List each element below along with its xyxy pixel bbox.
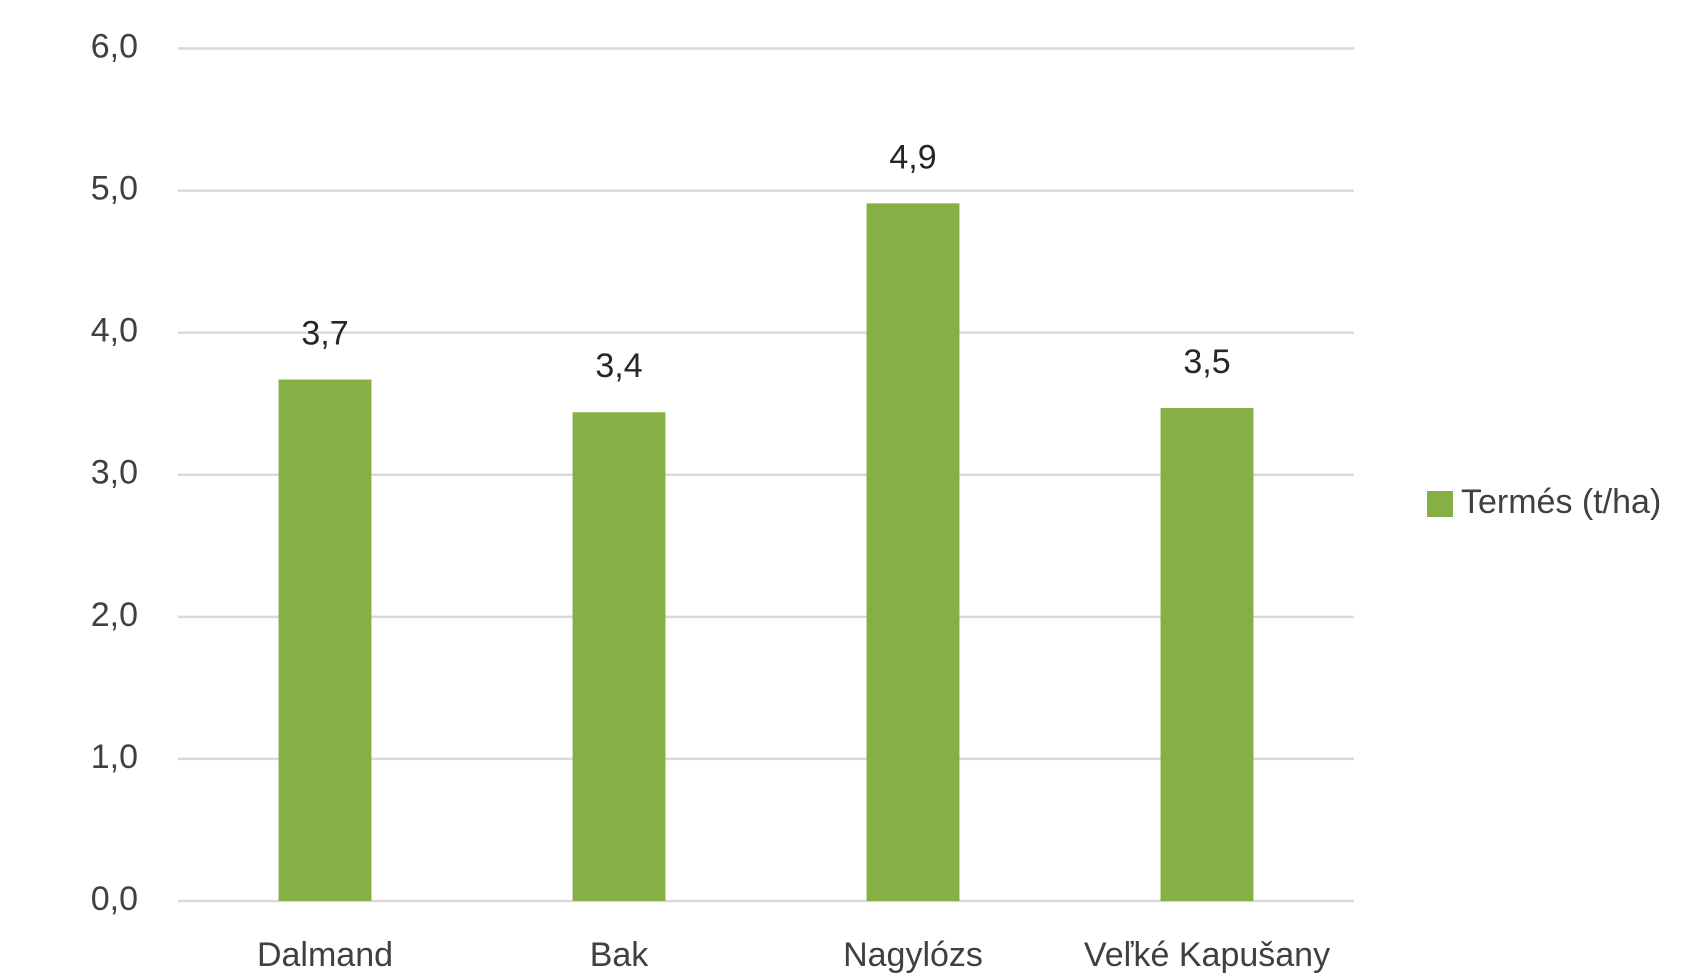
y-tick-label: 5,0: [91, 170, 138, 208]
y-tick-label: 6,0: [91, 27, 138, 65]
y-tick-label: 0,0: [91, 880, 138, 918]
x-tick-label: Bak: [590, 936, 650, 974]
legend-label: Termés (t/ha): [1461, 483, 1661, 521]
data-label: 3,7: [301, 315, 348, 353]
x-tick-label: Dalmand: [257, 936, 393, 974]
data-label: 3,5: [1183, 343, 1230, 381]
y-tick-label: 3,0: [91, 454, 138, 492]
x-tick-label: Nagylózs: [843, 936, 983, 974]
data-label: 4,9: [889, 138, 936, 176]
y-tick-label: 4,0: [91, 312, 138, 350]
data-label: 3,4: [595, 347, 642, 385]
bar: [278, 379, 372, 901]
legend-swatch: [1427, 491, 1453, 517]
bar: [1160, 407, 1254, 901]
x-tick-label: Veľké Kapušany: [1084, 936, 1330, 974]
y-tick-label: 2,0: [91, 596, 138, 634]
y-tick-label: 1,0: [91, 738, 138, 776]
bar: [866, 203, 960, 901]
bar: [572, 412, 666, 901]
